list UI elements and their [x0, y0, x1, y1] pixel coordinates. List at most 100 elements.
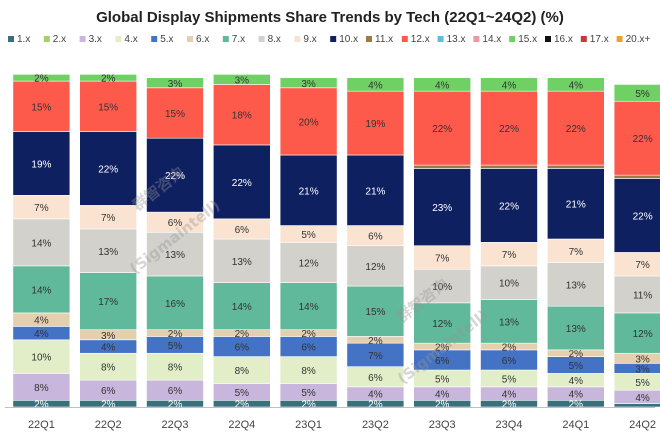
data-label: 19%: [31, 159, 51, 170]
data-label: 4%: [368, 390, 383, 401]
bar-segment: [213, 144, 271, 220]
data-label: 8%: [101, 363, 116, 374]
data-label: 15%: [165, 109, 185, 120]
data-label: 15%: [31, 102, 51, 113]
data-label: 10%: [432, 282, 452, 293]
legend-swatch: [473, 36, 480, 42]
data-label: 12%: [432, 319, 452, 330]
data-label: 22%: [232, 178, 252, 189]
x-tick-label: 22Q3: [162, 419, 189, 431]
bar-segment: [79, 228, 137, 273]
data-label: 4%: [502, 80, 517, 91]
legend-swatch: [366, 36, 372, 42]
data-label: 7%: [34, 203, 49, 214]
data-label: 4%: [101, 343, 116, 354]
data-label: 5%: [235, 388, 250, 399]
legend-swatch: [8, 36, 14, 42]
data-label: 2%: [235, 329, 250, 340]
bar-segment: [12, 74, 71, 82]
data-label: 22%: [499, 201, 519, 212]
data-label: 5%: [301, 230, 316, 241]
data-label: 22%: [633, 211, 653, 222]
legend-label: 5.x: [160, 34, 173, 45]
bar-segment: [279, 154, 338, 226]
x-tick-label: 23Q2: [362, 419, 389, 431]
data-label: 21%: [566, 200, 586, 211]
data-label: 3%: [635, 354, 650, 365]
data-label: 4%: [34, 316, 49, 327]
legend-label: 7.x: [232, 34, 245, 45]
bar-segment: [213, 356, 271, 384]
data-label: 22%: [165, 171, 185, 182]
bar-segment: [480, 265, 538, 300]
bar-segment: [279, 242, 338, 283]
data-label: 20%: [299, 117, 319, 128]
data-label: 8%: [168, 363, 183, 374]
legend-swatch: [330, 36, 337, 42]
data-label: 3%: [235, 75, 250, 86]
data-label: 13%: [566, 324, 586, 335]
data-label: 2%: [101, 74, 116, 85]
data-label: 19%: [365, 119, 385, 130]
data-label: 2%: [34, 74, 49, 85]
bar-segment: [12, 339, 71, 374]
data-label: 3%: [168, 79, 183, 90]
legend-swatch: [115, 36, 122, 42]
legend-swatch: [43, 36, 50, 42]
data-label: 12%: [365, 262, 385, 273]
bar-segment: [546, 168, 605, 240]
data-label: 14%: [232, 302, 252, 313]
bar-segment: [146, 231, 204, 277]
legend-label: 13.x: [447, 34, 466, 45]
data-label: 5%: [635, 378, 650, 389]
legend-swatch: [258, 36, 265, 42]
data-label: 8%: [34, 383, 49, 394]
bar-segment: [79, 74, 137, 82]
bar-segment: [79, 272, 137, 331]
data-label: 2%: [569, 400, 584, 411]
data-label: 2%: [569, 349, 584, 360]
data-label: 2%: [301, 400, 316, 411]
bar-segment: [546, 164, 605, 169]
data-label: 6%: [368, 232, 383, 243]
data-label: 2%: [235, 400, 250, 411]
bar-segment: [413, 302, 472, 344]
bar-segment: [346, 90, 405, 156]
legend-label: 10.x: [339, 34, 358, 45]
data-label: 2%: [435, 343, 450, 354]
bar-segment: [546, 305, 605, 351]
bar-segment: [346, 154, 405, 226]
data-label: 10%: [499, 279, 519, 290]
bar-segment: [346, 285, 405, 337]
bar-segment: [413, 168, 472, 247]
x-tick-label: 22Q2: [95, 419, 122, 431]
bar-segment: [279, 77, 338, 89]
x-tick-label: 23Q4: [496, 419, 523, 431]
bar-segment: [413, 268, 472, 304]
bar-segment: [613, 174, 660, 179]
data-label: 4%: [435, 390, 450, 401]
data-label: 21%: [365, 186, 385, 197]
data-label: 13%: [566, 280, 586, 291]
legend-swatch: [401, 36, 408, 42]
bar-segment: [79, 131, 137, 206]
data-label: 15%: [98, 102, 118, 113]
data-label: 2%: [101, 400, 116, 411]
legend-label: 3.x: [89, 34, 102, 45]
data-label: 22%: [432, 124, 452, 135]
data-label: 2%: [168, 329, 183, 340]
data-label: 15%: [365, 307, 385, 318]
bar-segment: [79, 80, 137, 132]
data-label: 5%: [435, 374, 450, 385]
legend-label: 11.x: [375, 34, 393, 45]
data-label: 4%: [569, 80, 584, 91]
data-label: 2%: [502, 400, 517, 411]
x-tick-label: 22Q1: [28, 419, 55, 431]
data-label: 6%: [502, 356, 517, 367]
data-label: 18%: [232, 111, 252, 122]
bar-segment: [413, 164, 472, 169]
bar-segment: [213, 74, 271, 85]
legend-label: 12.x: [411, 34, 430, 45]
legend-label: 17.x: [590, 34, 609, 45]
bar-segment: [213, 282, 271, 331]
